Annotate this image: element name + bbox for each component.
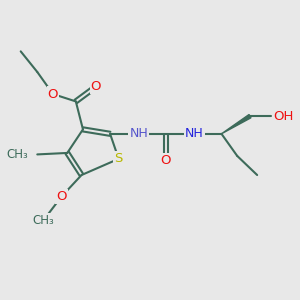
Text: O: O xyxy=(48,88,58,100)
Text: CH₃: CH₃ xyxy=(6,148,28,161)
Text: O: O xyxy=(160,154,171,167)
Text: O: O xyxy=(56,190,67,203)
Polygon shape xyxy=(221,115,251,134)
Text: NH: NH xyxy=(185,127,204,140)
Text: O: O xyxy=(91,80,101,93)
Text: NH: NH xyxy=(129,127,148,140)
Text: OH: OH xyxy=(273,110,293,123)
Text: S: S xyxy=(115,152,123,165)
Text: CH₃: CH₃ xyxy=(32,214,54,226)
